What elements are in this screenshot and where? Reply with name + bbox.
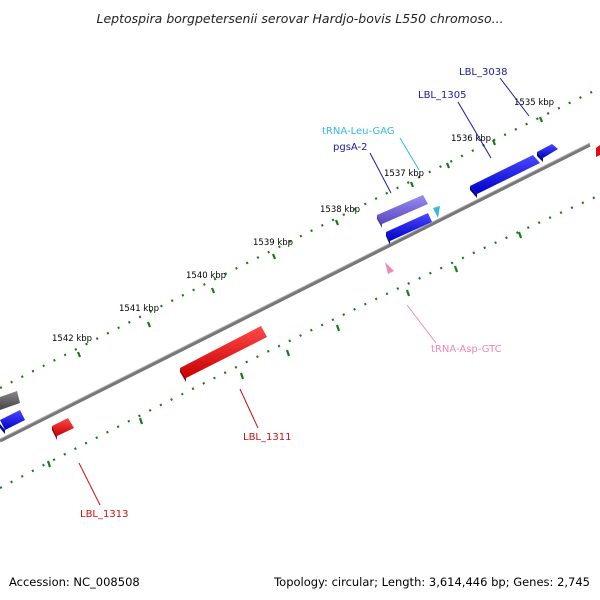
tick-label-1538: 1538 kbp	[320, 205, 360, 215]
genome-backbone-highlight	[0, 142, 591, 440]
label-lbl-1313: LBL_1313	[80, 509, 128, 520]
tick-label-1539: 1539 kbp	[253, 238, 293, 248]
tick-label-1536: 1536 kbp	[451, 134, 491, 144]
gene-trna-leu-gag[interactable]	[433, 206, 440, 218]
accession-text: Accession: NC_008508	[9, 575, 140, 589]
gene-unnamed-forward[interactable]	[386, 213, 432, 245]
gene-left-gray[interactable]	[0, 391, 20, 410]
inner-tick-ring	[0, 193, 600, 489]
inner-major-ticks	[46, 231, 523, 468]
leader-lbl-1313	[78, 462, 101, 506]
tick-label-1535: 1535 kbp	[514, 98, 554, 108]
tick-label-1540: 1540 kbp	[186, 271, 226, 281]
label-lbl-3038: LBL_3038	[459, 67, 507, 78]
map-title: Leptospira borgpetersenii serovar Hardjo…	[96, 11, 503, 26]
gene-left-forward[interactable]	[0, 410, 25, 434]
gene-trna-asp-gtc[interactable]	[385, 262, 394, 274]
label-lbl-1311: LBL_1311	[243, 432, 291, 443]
label-lbl-1305: LBL_1305	[418, 90, 466, 101]
label-trna-leu-gag: tRNA-Leu-GAG	[322, 126, 395, 137]
gene-lbl-1313[interactable]	[52, 418, 74, 440]
leader-lbl-1305	[457, 101, 492, 159]
tick-label-1541: 1541 kbp	[119, 304, 159, 314]
tick-label-1542: 1542 kbp	[52, 334, 92, 344]
leader-lbl-1311	[239, 388, 259, 429]
leader-lbl-3038	[499, 77, 530, 117]
leader-trna-asp-gtc	[406, 304, 437, 344]
gene-lbl-3038[interactable]	[537, 144, 558, 162]
gene-lbl-1311[interactable]	[180, 326, 267, 382]
outer-major-ticks	[76, 116, 544, 358]
label-trna-asp-gtc: tRNA-Asp-GTC	[431, 344, 502, 355]
gene-pgsa-2[interactable]	[377, 195, 428, 228]
leader-trna-leu-gag	[399, 137, 420, 171]
label-pgsa-2: pgsA-2	[333, 142, 368, 153]
tick-label-1537: 1537 kbp	[384, 169, 424, 179]
genome-backbone	[0, 143, 591, 443]
gene-lbl-1305[interactable]	[470, 155, 540, 198]
leader-pgsa-2	[369, 152, 392, 194]
outer-tick-ring	[0, 87, 600, 389]
gene-right-edge-red[interactable]	[596, 145, 600, 157]
topology-summary: Topology: circular; Length: 3,614,446 bp…	[273, 575, 590, 589]
